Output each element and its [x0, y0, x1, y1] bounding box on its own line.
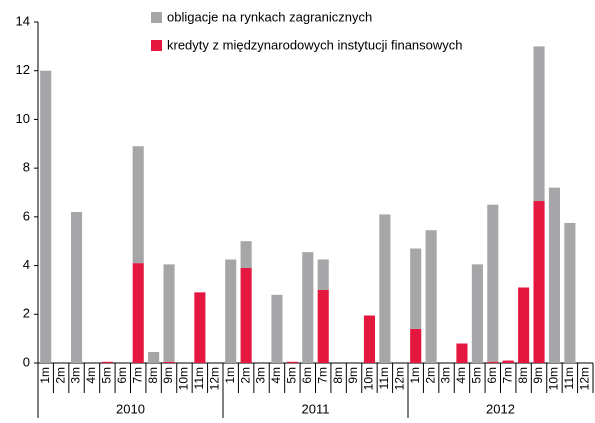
- y-tick-label: 10: [16, 111, 30, 126]
- x-tick-label: 10m: [177, 367, 191, 390]
- bar: [101, 361, 113, 363]
- bar: [40, 70, 52, 363]
- legend-marker: [151, 40, 162, 51]
- bar: [225, 259, 237, 363]
- x-tick-label: 12m: [577, 367, 591, 390]
- legend-label: kredyty z międzynarodowych instytucji fi…: [167, 37, 463, 52]
- bar: [194, 292, 206, 363]
- x-tick-label: 5m: [100, 367, 114, 384]
- bar: [240, 241, 252, 269]
- bar: [317, 289, 329, 363]
- x-tick-label: 1m: [408, 367, 422, 384]
- x-tick-label: 2m: [423, 367, 437, 384]
- y-tick-label: 0: [23, 354, 30, 369]
- bar: [302, 252, 314, 363]
- y-tick-label: 14: [16, 13, 30, 28]
- bar: [456, 343, 468, 363]
- bar: [163, 264, 175, 362]
- x-tick-label: 10m: [547, 367, 561, 390]
- bar: [487, 361, 499, 363]
- x-tick-label: 4m: [454, 367, 468, 384]
- group-label: 2011: [302, 401, 330, 416]
- bar: [271, 294, 283, 363]
- y-tick-label: 6: [23, 208, 30, 223]
- x-tick-label: 3m: [69, 367, 83, 384]
- bar: [240, 268, 252, 363]
- x-tick-label: 2m: [238, 367, 252, 384]
- x-tick-label: 9m: [161, 367, 175, 384]
- bar: [518, 287, 530, 363]
- x-tick-label: 3m: [439, 367, 453, 384]
- bar: [502, 360, 514, 363]
- x-tick-label: 3m: [254, 367, 268, 384]
- group-label: 2010: [116, 401, 145, 416]
- x-tick-label: 11m: [192, 367, 206, 389]
- bar: [70, 211, 83, 363]
- bar: [379, 214, 391, 363]
- bar: [363, 315, 376, 363]
- x-tick-label: 7m: [500, 367, 514, 384]
- x-tick-label: 6m: [300, 367, 314, 384]
- x-tick-label: 9m: [531, 367, 545, 384]
- x-tick-label: 4m: [269, 367, 283, 384]
- bar: [317, 259, 329, 290]
- bar: [286, 361, 298, 363]
- y-tick-label: 2: [23, 306, 30, 321]
- x-tick-label: 8m: [331, 367, 345, 384]
- bar: [148, 352, 160, 363]
- x-tick-label: 11m: [377, 367, 391, 389]
- bar: [425, 230, 437, 363]
- bar: [132, 263, 144, 363]
- bar: [487, 204, 499, 362]
- x-tick-label: 6m: [485, 367, 499, 384]
- x-tick-label: 6m: [115, 367, 129, 384]
- x-tick-label: 9m: [346, 367, 360, 384]
- y-tick-label: 8: [23, 160, 30, 175]
- bar: [564, 222, 576, 363]
- x-tick-label: 5m: [470, 367, 484, 384]
- x-tick-label: 2m: [53, 367, 67, 384]
- bar: [471, 264, 483, 363]
- x-tick-label: 1m: [38, 367, 52, 384]
- bar: [410, 248, 422, 329]
- bar: [163, 361, 175, 363]
- y-tick-label: 4: [23, 257, 30, 272]
- x-tick-label: 12m: [207, 367, 221, 390]
- x-tick-label: 12m: [392, 367, 406, 390]
- x-tick-label: 10m: [362, 367, 376, 390]
- y-tick-label: 12: [16, 62, 30, 77]
- bar: [132, 146, 144, 264]
- bar: [533, 46, 545, 202]
- legend-label: obligacje na rynkach zagranicznych: [167, 9, 372, 24]
- x-tick-label: 1m: [223, 367, 237, 384]
- group-label: 2012: [486, 401, 515, 416]
- bar: [533, 201, 545, 363]
- x-tick-label: 4m: [84, 367, 98, 384]
- x-tick-label: 7m: [315, 367, 329, 384]
- x-tick-label: 8m: [516, 367, 530, 384]
- bar: [548, 187, 561, 363]
- bar: [410, 328, 422, 363]
- legend-marker: [151, 12, 162, 23]
- x-tick-label: 8m: [146, 367, 160, 384]
- x-tick-label: 11m: [562, 367, 576, 389]
- x-tick-label: 7m: [130, 367, 144, 384]
- x-tick-label: 5m: [285, 367, 299, 384]
